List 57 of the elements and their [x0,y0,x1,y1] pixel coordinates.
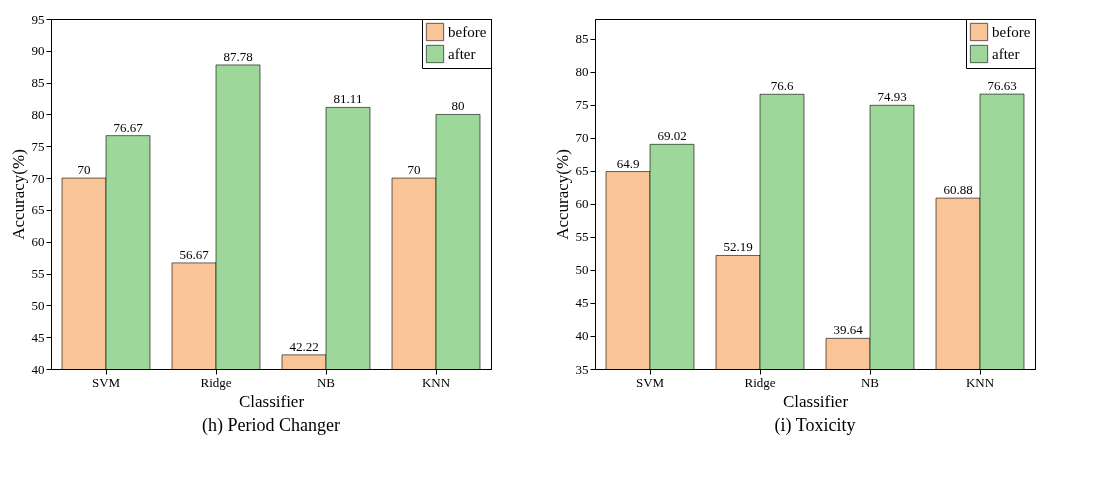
y-tick-label: 65 [575,163,589,179]
y-tick-label: 40 [31,361,45,377]
y-tick-label: 60 [31,234,45,250]
y-tick-label: 45 [575,295,589,311]
data-label: 64.9 [616,155,640,171]
data-label: 42.22 [289,338,319,354]
y-tick-label: 50 [575,262,589,278]
y-tick-label: 75 [575,97,589,113]
x-tick-label: SVM [635,374,665,390]
y-tick-label: 60 [575,196,589,212]
data-label: 74.93 [877,89,907,105]
text: (h) Period Changer [202,415,340,436]
y-tick-label: 80 [575,64,589,80]
data-label: 70 [407,162,421,178]
data-label: 76.63 [987,78,1017,94]
y-tick-label: 85 [575,31,589,47]
x-axis-title: Classifier [238,391,305,411]
y-tick-label: 75 [31,138,45,154]
y-tick-label: 50 [31,297,45,313]
x-tick-label: KNN [421,374,451,390]
x-tick-label: KNN [965,374,995,390]
x-tick-label: SVM [91,374,121,390]
data-label: 69.02 [657,128,687,144]
x-tick-label: NB [316,374,336,390]
y-tick-label: 85 [31,75,45,91]
y-axis-title: Accuracy(%) [552,149,572,240]
x-tick-label: Ridge [200,374,232,390]
x-axis-title: Classifier [782,391,849,411]
y-axis-title: Accuracy(%) [8,149,28,240]
y-tick-label: 45 [31,329,45,345]
y-tick-label: 55 [31,266,45,282]
y-tick-label: 70 [575,130,589,146]
y-tick-label: 35 [575,361,589,377]
y-tick-label: 65 [31,202,45,218]
data-label: 52.19 [723,239,753,255]
data-label: 81.11 [333,91,363,107]
data-label: 60.88 [943,182,973,198]
data-label: 80 [451,98,465,114]
x-tick-label: Ridge [744,374,776,390]
x-tick-label: NB [860,374,880,390]
data-label: 56.67 [179,246,210,262]
data-label: 76.6 [770,78,794,94]
legend-label: after [992,46,1020,62]
y-tick-label: 90 [31,43,45,59]
legend-label: before [992,24,1031,40]
legend-label: before [448,24,487,40]
data-label: 76.67 [113,119,144,135]
y-tick-label: 70 [31,170,45,186]
y-tick-label: 80 [31,106,45,122]
text: (i) Toxicity [774,415,856,436]
data-label: 39.64 [833,322,864,338]
data-label: 87.78 [223,48,253,64]
y-tick-label: 55 [575,229,589,245]
data-label: 70 [77,162,91,178]
legend-label: after [448,46,476,62]
y-tick-label: 40 [575,328,589,344]
y-tick-label: 95 [31,11,45,27]
